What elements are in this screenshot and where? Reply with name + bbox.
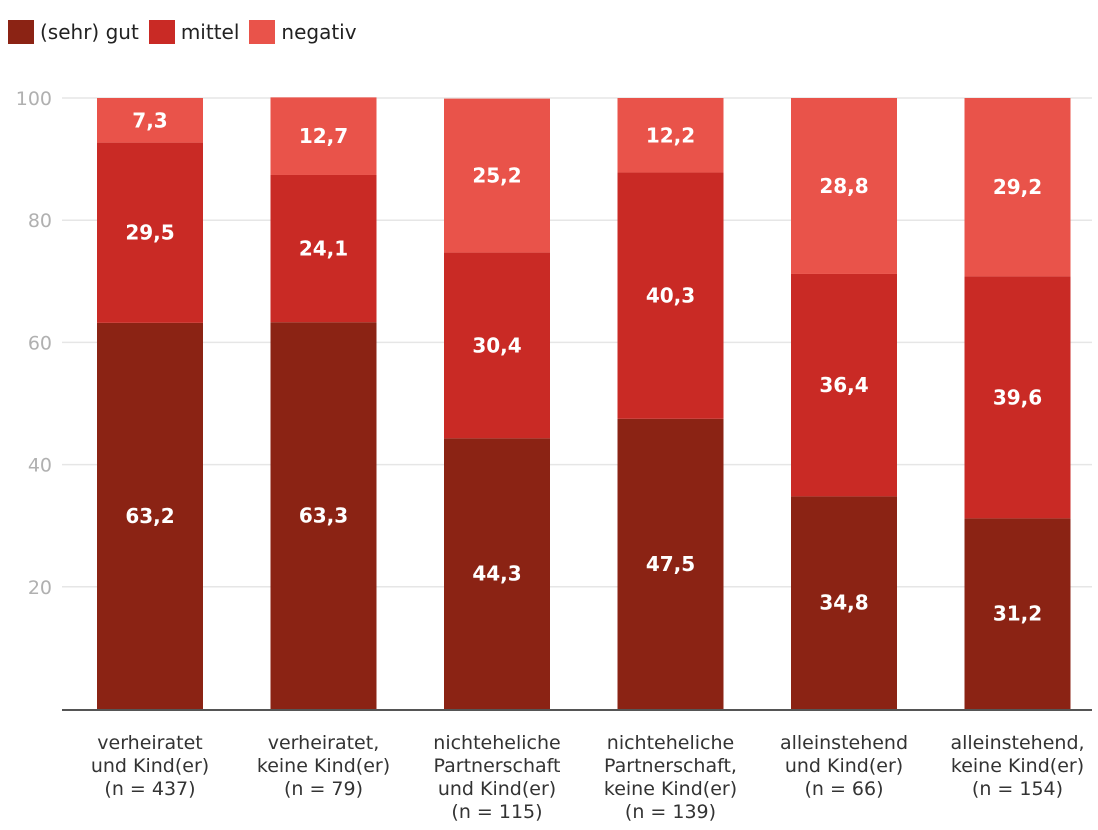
data-label-5-0: 31,2: [993, 602, 1042, 626]
data-label-5-2: 29,2: [993, 175, 1042, 199]
bar-segment-3-0: [617, 418, 724, 709]
bar-segment-2-1: [444, 252, 550, 439]
legend-label-mittel: mittel: [180, 20, 240, 44]
data-label-1-0: 63,3: [299, 504, 348, 528]
bar-segment-3-1: [617, 172, 724, 419]
category-label-line: und Kind(er): [91, 755, 209, 777]
y-tick-label-20: 20: [28, 577, 52, 599]
legend-item-negativ: negativ: [249, 20, 357, 44]
data-label-4-0: 34,8: [819, 591, 868, 615]
bar-segment-5-2: [964, 98, 1071, 277]
category-label-3: nichteheliche Partnerschaft, keine Kind(er…: [604, 732, 737, 823]
bar-segment-5-0: [964, 518, 1071, 709]
legend-item-mittel: mittel: [148, 20, 240, 44]
legend-swatch-mittel: [148, 20, 175, 44]
category-label-line: (n = 154): [972, 778, 1063, 800]
category-label-line: (n = 79): [284, 778, 363, 800]
bar-segment-4-2: [791, 98, 897, 274]
bar-segment-2-2: [444, 98, 550, 253]
data-label-3-2: 12,2: [646, 123, 695, 147]
bar-segment-3-2: [617, 98, 724, 173]
category-label-line: (n = 115): [451, 801, 542, 823]
data-label-4-1: 36,4: [819, 373, 868, 397]
category-label-line: keine Kind(er): [951, 755, 1084, 777]
y-tick-label-60: 60: [28, 332, 52, 354]
category-label-line: und Kind(er): [785, 755, 903, 777]
category-label-line: (n = 66): [804, 778, 883, 800]
legend: (sehr) gut mittel negativ: [8, 20, 357, 44]
category-label-4: alleinstehend und Kind(er) (n = 66): [780, 732, 908, 800]
data-label-5-1: 39,6: [993, 385, 1042, 409]
legend-swatch-sehr-gut: [8, 20, 34, 44]
bar-segment-2-0: [444, 438, 550, 709]
bar-segment-5-1: [964, 276, 1071, 519]
category-label-line: (n = 139): [625, 801, 716, 823]
data-label-3-1: 40,3: [646, 284, 695, 308]
category-label-line: keine Kind(er): [257, 755, 390, 777]
data-label-3-0: 47,5: [646, 552, 695, 576]
category-label-2: nichteheliche Partnerschaft und Kind(er) (n…: [433, 732, 560, 823]
data-label-2-0: 44,3: [472, 562, 521, 586]
category-label-line: Partnerschaft: [434, 755, 561, 777]
data-label-0-0: 63,2: [125, 504, 174, 528]
category-label-line: (n = 437): [104, 778, 195, 800]
category-label-5: alleinstehend, keine Kind(er) (n = 154): [950, 732, 1084, 800]
legend-label-negativ: negativ: [281, 20, 357, 44]
bar-segment-1-0: [270, 322, 377, 709]
y-tick-label-100: 100: [16, 88, 52, 110]
bar-segment-0-0: [97, 322, 203, 709]
category-label-line: verheiratet: [97, 732, 202, 754]
legend-swatch-negativ: [249, 20, 276, 44]
data-label-4-2: 28,8: [819, 174, 868, 198]
data-label-2-1: 30,4: [472, 333, 521, 357]
data-label-0-2: 7,3: [132, 108, 167, 132]
category-label-line: Partnerschaft,: [604, 755, 737, 777]
legend-item-sehr-gut: (sehr) gut: [8, 20, 139, 44]
category-label-line: nichteheliche: [433, 732, 560, 754]
category-label-line: alleinstehend,: [950, 732, 1084, 754]
legend-label-sehr-gut: (sehr) gut: [40, 20, 139, 44]
category-label-line: und Kind(er): [438, 778, 556, 800]
bar-segment-1-2: [270, 97, 377, 175]
y-tick-label-40: 40: [28, 455, 52, 477]
category-label-line: keine Kind(er): [604, 778, 737, 800]
data-label-1-1: 24,1: [299, 237, 348, 261]
bar-segment-1-1: [270, 174, 377, 323]
y-tick-label-80: 80: [28, 210, 52, 232]
bar-segment-4-1: [791, 273, 897, 497]
bar-segment-0-1: [97, 142, 203, 323]
bar-segment-4-0: [791, 496, 897, 709]
category-label-1: verheiratet, keine Kind(er) (n = 79): [257, 732, 390, 800]
data-label-2-2: 25,2: [472, 164, 521, 188]
data-label-0-1: 29,5: [125, 221, 174, 245]
category-label-0: verheiratet und Kind(er) (n = 437): [91, 732, 209, 800]
category-label-line: verheiratet,: [268, 732, 380, 754]
category-label-line: nichteheliche: [607, 732, 734, 754]
bar-segment-0-2: [97, 98, 203, 143]
category-label-line: alleinstehend: [780, 732, 908, 754]
data-label-1-2: 12,7: [299, 124, 348, 148]
